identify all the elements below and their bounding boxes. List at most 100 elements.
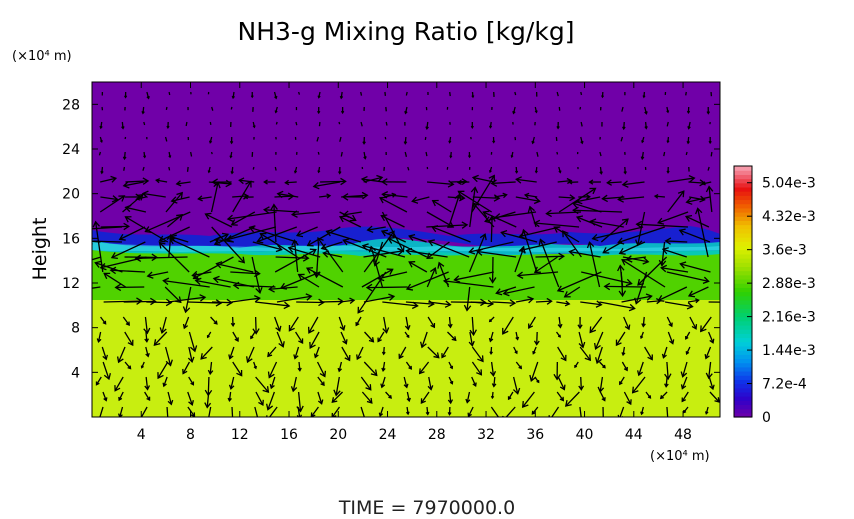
wind-vector (463, 286, 472, 312)
wind-vector (175, 180, 191, 187)
blue-band (92, 226, 720, 248)
wind-vector (667, 190, 685, 213)
wind-vector (685, 151, 688, 156)
wind-vector (685, 331, 691, 340)
wind-vector (252, 166, 255, 170)
wind-vector (305, 267, 344, 288)
colorbar-segment (734, 375, 752, 380)
wind-vector (227, 391, 232, 403)
y-tick-label-0: 4 (71, 365, 80, 381)
wind-vector (290, 376, 298, 393)
y-tick-label-5: 24 (62, 142, 80, 158)
wind-vector (338, 316, 346, 332)
wind-vector (339, 91, 344, 100)
wind-vector (689, 316, 698, 330)
wind-vector (447, 316, 453, 329)
wind-vector (523, 192, 538, 199)
wind-vector (640, 151, 645, 161)
wind-vector (489, 346, 493, 356)
wind-vector (284, 179, 297, 186)
wind-vector (143, 121, 146, 126)
colorbar-label-0: 0 (762, 410, 771, 426)
wind-vector (488, 121, 493, 129)
wind-vector (578, 331, 586, 349)
colorbar-segment (734, 366, 752, 372)
colorbar-segment (734, 241, 752, 247)
wind-vector (529, 361, 539, 382)
y-tick-label-6: 28 (62, 97, 80, 113)
wind-vector (293, 166, 298, 174)
wind-vector (448, 361, 454, 370)
x-tick-label-0: 4 (137, 427, 146, 443)
colorbar-segment (734, 295, 752, 301)
wind-vector (256, 226, 298, 244)
wind-vector (167, 214, 184, 228)
wind-vector (368, 245, 384, 288)
wind-vector (568, 248, 601, 258)
colorbar-segment (734, 278, 752, 284)
wind-vector (580, 121, 583, 127)
wind-vector (320, 177, 347, 186)
wind-vector (556, 121, 560, 130)
wind-vector (553, 226, 580, 243)
colorbar-segment (734, 400, 752, 406)
x-unit-label: (×10⁴ m) (650, 449, 710, 464)
colorbar-label-1: 7.2e-4 (762, 377, 807, 393)
wind-vector (210, 181, 221, 213)
wind-vector (469, 316, 477, 337)
colorbar-segment (734, 253, 752, 259)
wind-vector (211, 226, 246, 264)
wind-vector (325, 229, 362, 243)
wind-vector (708, 299, 720, 306)
wind-vector (581, 271, 633, 287)
wind-vector (168, 91, 171, 96)
wind-vector (276, 293, 313, 303)
colorbar-segment (734, 408, 752, 414)
wind-vector (532, 346, 537, 355)
wind-vector (515, 331, 520, 341)
wind-vector (307, 316, 319, 334)
colorbar-label-7: 5.04e-3 (762, 176, 816, 192)
wind-vector (586, 241, 601, 288)
wind-vector (637, 256, 668, 286)
wind-vector (118, 391, 124, 402)
wind-vector (317, 237, 344, 273)
wind-vector (381, 361, 386, 373)
wind-vector (276, 331, 285, 348)
wind-vector (644, 106, 648, 115)
wind-vector (182, 361, 190, 375)
wind-vector (252, 121, 256, 129)
wind-vector (124, 331, 134, 347)
x-axis: 4 8 12 16 20 24 28 32 36 40 44 48 (137, 82, 692, 443)
x-tick-label-9: 40 (576, 427, 594, 443)
wind-vector (710, 151, 713, 157)
wind-vector (95, 376, 102, 386)
colorbar-label-5: 3.6e-3 (762, 243, 807, 259)
wind-vector (667, 174, 696, 183)
wind-vector (92, 220, 104, 273)
x-tick-label-4: 20 (329, 427, 347, 443)
colorbar-segment (734, 312, 752, 318)
wind-vector (145, 346, 150, 358)
wind-vector (618, 241, 646, 255)
wind-vector (470, 121, 474, 129)
wind-vector (707, 331, 715, 344)
wind-vector (660, 264, 689, 273)
wind-vector (158, 241, 190, 273)
wind-vector (144, 211, 191, 234)
wind-vector (342, 210, 362, 218)
wind-vector (469, 186, 479, 228)
wind-vector (575, 215, 603, 228)
wind-vector (471, 376, 477, 388)
wind-vector (338, 121, 341, 125)
wind-vector (637, 361, 644, 377)
wind-vector (471, 361, 483, 376)
wind-vector (231, 295, 261, 303)
wind-vector (579, 346, 592, 362)
wind-vector (470, 299, 495, 308)
wind-vector (623, 391, 632, 406)
wind-vector (379, 196, 408, 213)
wind-vector (124, 216, 169, 243)
wind-vector (640, 406, 644, 416)
wind-vector (411, 196, 430, 204)
